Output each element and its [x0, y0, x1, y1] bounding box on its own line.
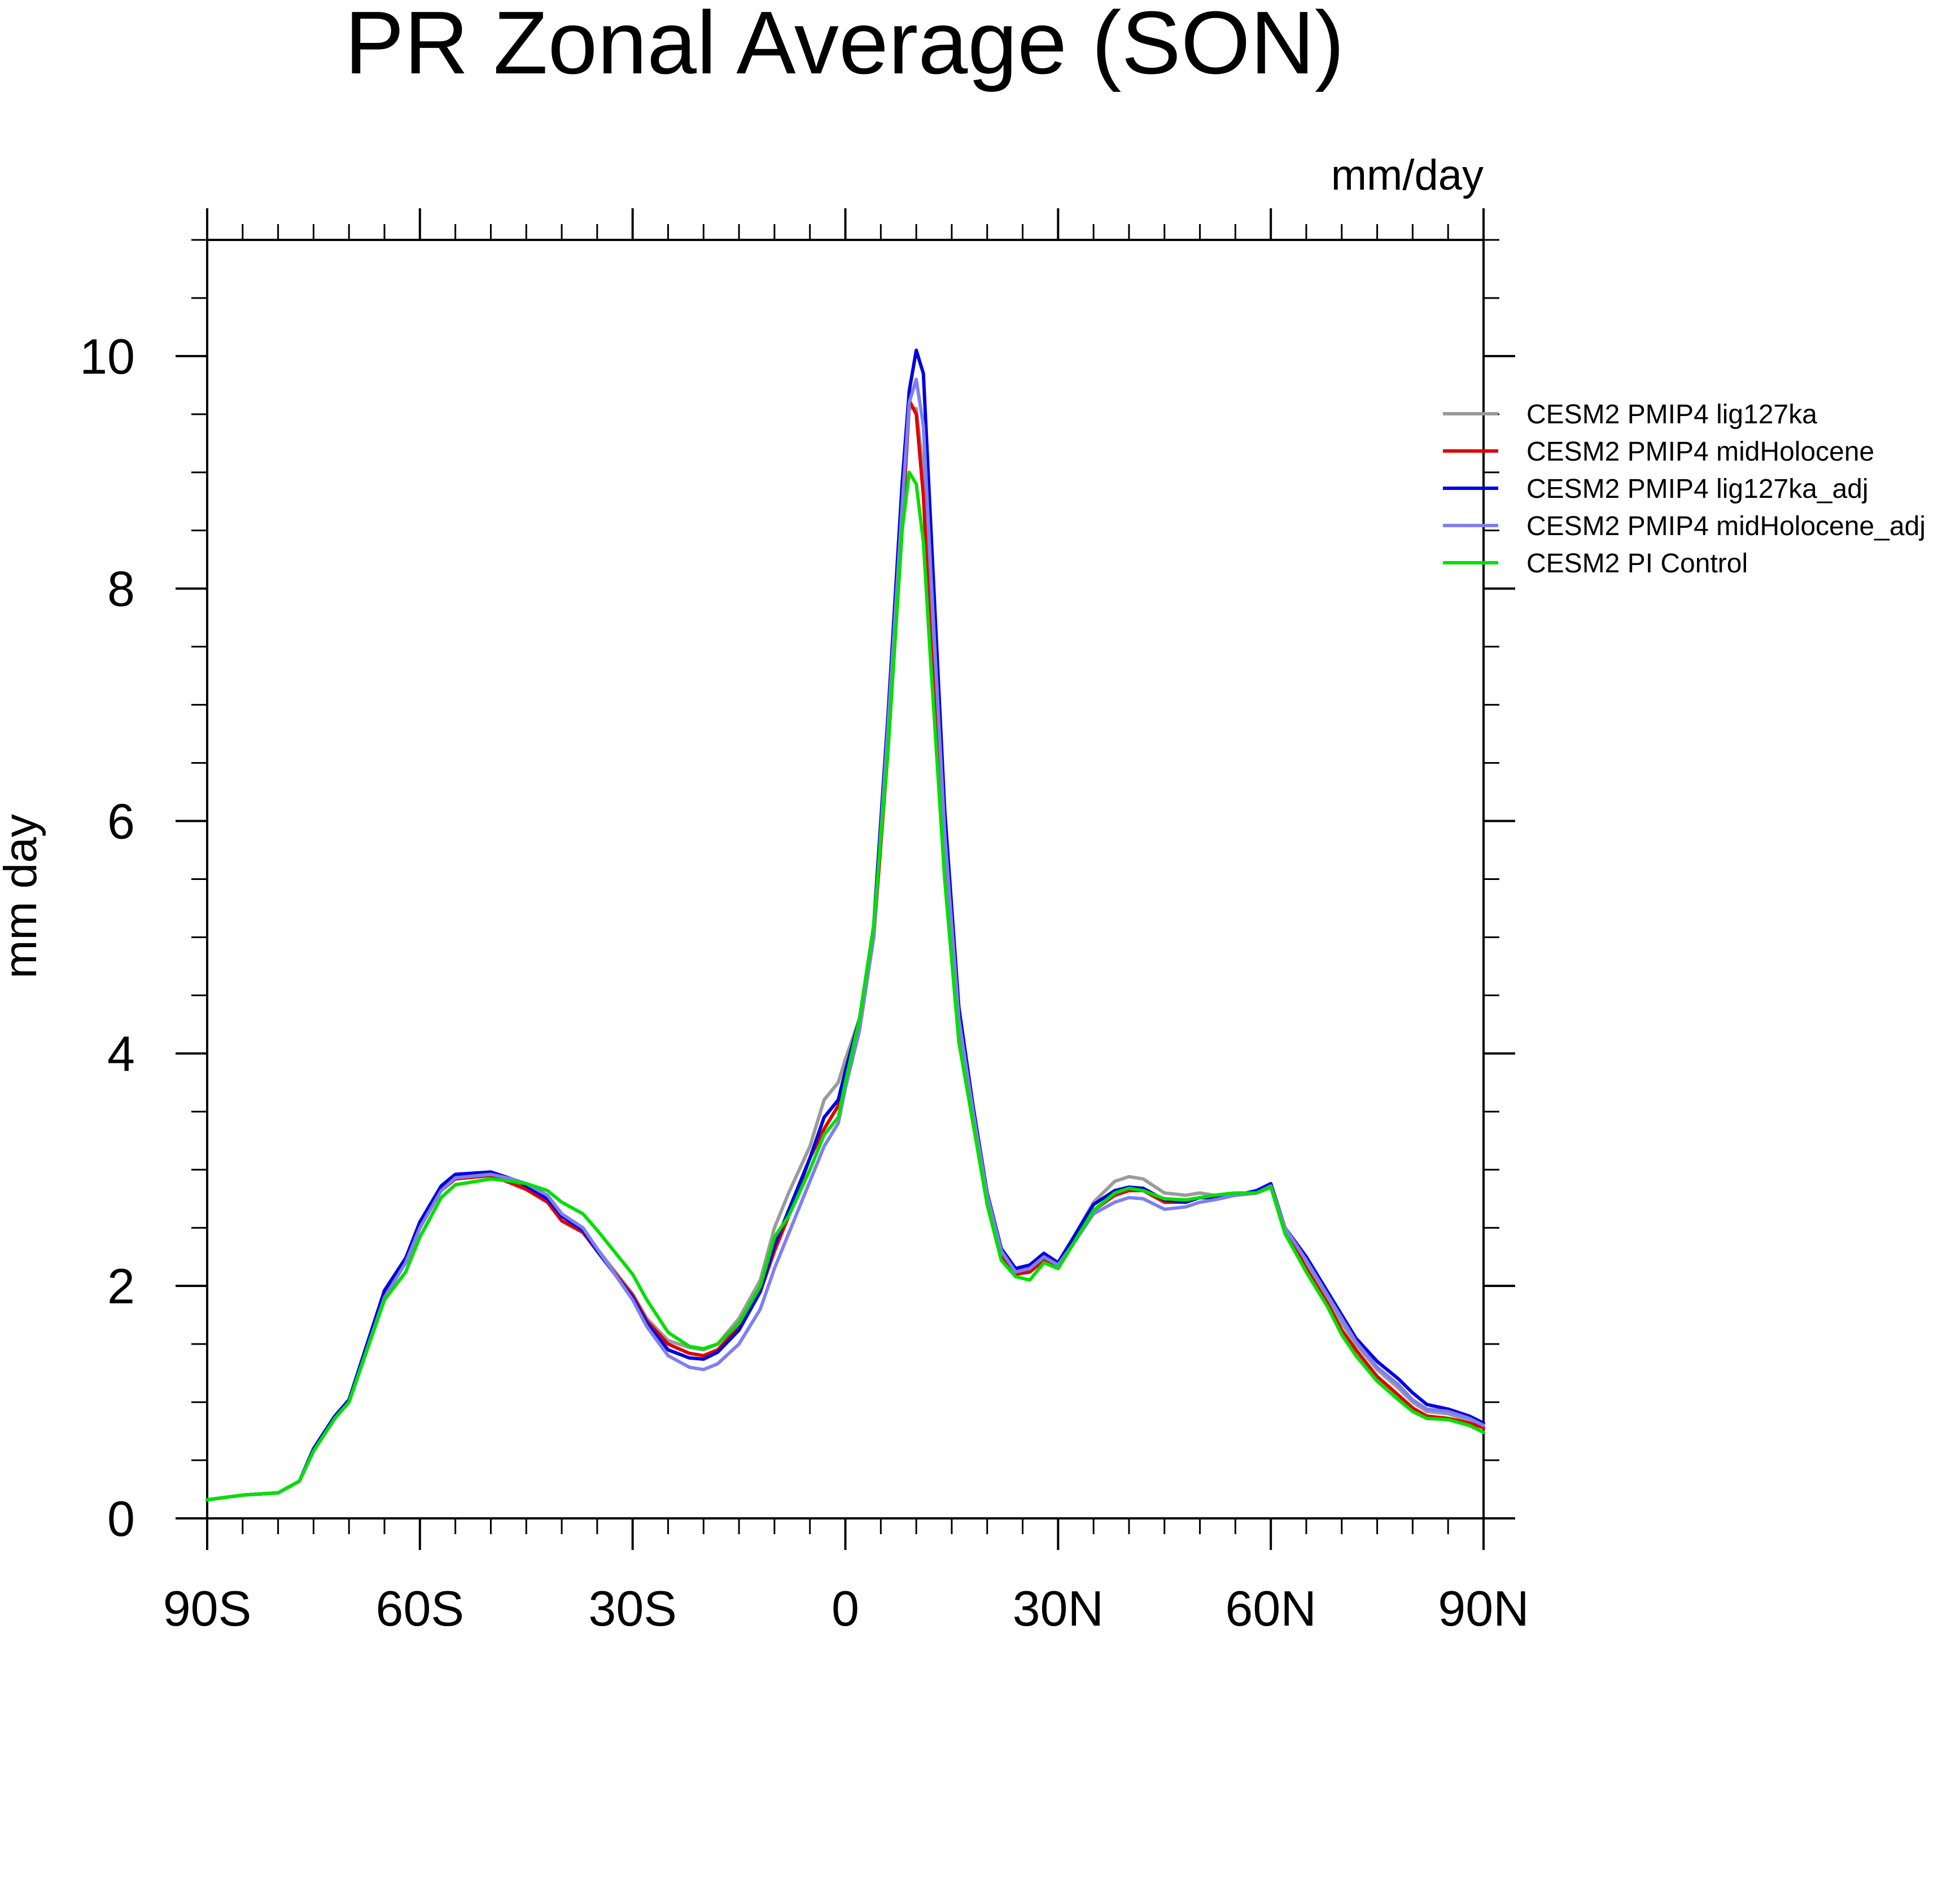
- legend: CESM2 PMIP4 lig127ka CESM2 PMIP4 midHoloc…: [1443, 400, 1926, 579]
- x-tick-label: 0: [832, 1580, 859, 1636]
- y-tick-label: 8: [107, 561, 135, 617]
- series-line: [205, 470, 1485, 1502]
- axes: 90S 60S 30S 0 30N 60N 90N 0 2 4 6 8 10: [80, 208, 1529, 1636]
- y-tick-label: 0: [107, 1491, 135, 1547]
- series-lines: [205, 348, 1485, 1502]
- x-tick-label: 30N: [1013, 1580, 1104, 1636]
- legend-label: CESM2 PMIP4 midHolocene_adj: [1526, 511, 1926, 541]
- y-tick-label: 6: [107, 794, 135, 849]
- y-axis-label: mm day: [0, 814, 46, 979]
- chart-title: PR Zonal Average (SON): [345, 0, 1345, 93]
- y-tick-label: 2: [107, 1258, 135, 1314]
- y-tick-label: 4: [107, 1026, 135, 1081]
- legend-label: CESM2 PMIP4 midHolocene: [1526, 437, 1874, 467]
- x-tick-label: 30S: [588, 1580, 677, 1636]
- units-label: mm/day: [1331, 151, 1484, 199]
- x-tick-label: 60N: [1225, 1580, 1316, 1636]
- y-tick-label: 10: [80, 329, 135, 384]
- x-tick-label: 60S: [376, 1580, 465, 1636]
- legend-label: CESM2 PMIP4 lig127ka_adj: [1526, 474, 1869, 504]
- x-tick-label: 90S: [163, 1580, 252, 1636]
- legend-label: CESM2 PI Control: [1526, 549, 1748, 579]
- legend-label: CESM2 PMIP4 lig127ka: [1526, 400, 1817, 430]
- x-tick-label: 90N: [1438, 1580, 1529, 1636]
